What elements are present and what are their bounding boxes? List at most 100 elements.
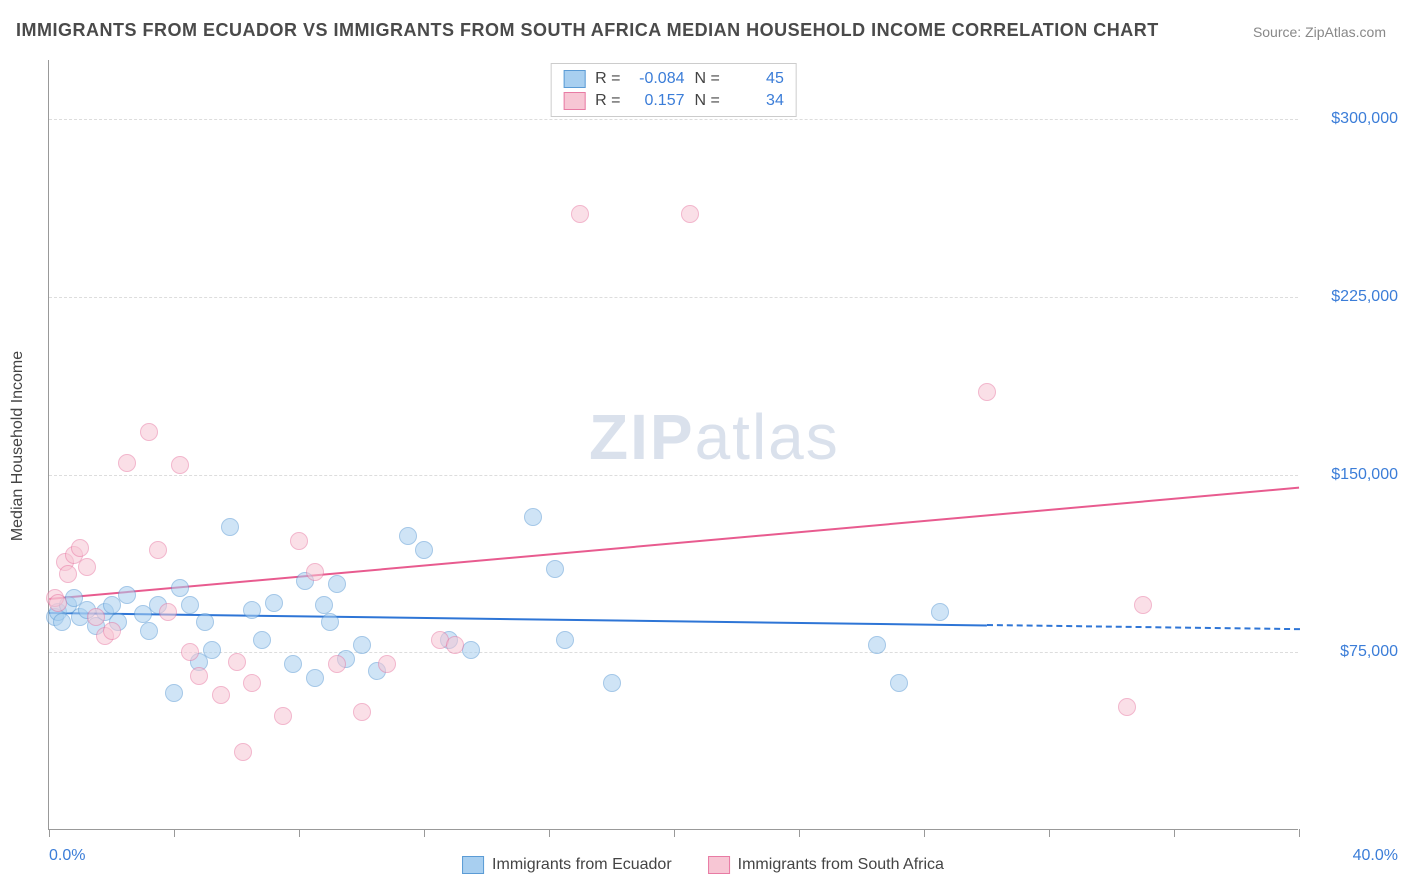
stat-row: R = 0.157 N = 34 — [563, 90, 784, 112]
data-point — [546, 560, 564, 578]
r-label: R = — [595, 92, 620, 110]
n-value-1: 34 — [730, 92, 784, 110]
watermark-atlas: atlas — [695, 401, 840, 473]
y-tick-label: $300,000 — [1308, 110, 1398, 128]
data-point — [868, 636, 886, 654]
data-point — [171, 579, 189, 597]
data-point — [181, 643, 199, 661]
x-tick — [424, 829, 425, 837]
data-point — [243, 601, 261, 619]
stat-row: R = -0.084 N = 45 — [563, 68, 784, 90]
data-point — [212, 686, 230, 704]
data-point — [328, 655, 346, 673]
x-tick — [299, 829, 300, 837]
n-value-0: 45 — [730, 70, 784, 88]
bottom-legend: Immigrants from Ecuador Immigrants from … — [462, 856, 944, 874]
data-point — [931, 603, 949, 621]
trend-line — [49, 612, 987, 626]
gridline — [49, 475, 1298, 476]
data-point — [53, 613, 71, 631]
y-tick-label: $225,000 — [1308, 288, 1398, 306]
data-point — [524, 508, 542, 526]
x-tick — [1174, 829, 1175, 837]
data-point — [353, 636, 371, 654]
x-tick — [49, 829, 50, 837]
data-point — [284, 655, 302, 673]
data-point — [978, 383, 996, 401]
x-axis-min-label: 0.0% — [49, 847, 85, 865]
data-point — [171, 456, 189, 474]
data-point — [181, 596, 199, 614]
data-point — [378, 655, 396, 673]
data-point — [1118, 698, 1136, 716]
watermark: ZIPatlas — [589, 400, 840, 474]
data-point — [290, 532, 308, 550]
data-point — [140, 622, 158, 640]
data-point — [462, 641, 480, 659]
gridline — [49, 297, 1298, 298]
r-value-1: 0.157 — [631, 92, 685, 110]
data-point — [118, 454, 136, 472]
data-point — [446, 636, 464, 654]
swatch-series-0 — [563, 70, 585, 88]
data-point — [306, 563, 324, 581]
x-tick — [1049, 829, 1050, 837]
data-point — [190, 667, 208, 685]
x-tick — [174, 829, 175, 837]
data-point — [415, 541, 433, 559]
x-tick — [799, 829, 800, 837]
data-point — [328, 575, 346, 593]
data-point — [165, 684, 183, 702]
data-point — [103, 622, 121, 640]
data-point — [149, 541, 167, 559]
data-point — [315, 596, 333, 614]
data-point — [265, 594, 283, 612]
y-axis-label: Median Household Income — [9, 351, 27, 541]
data-point — [1134, 596, 1152, 614]
data-point — [49, 594, 67, 612]
gridline — [49, 119, 1298, 120]
n-label: N = — [695, 92, 720, 110]
data-point — [140, 423, 158, 441]
data-point — [274, 707, 292, 725]
data-point — [321, 613, 339, 631]
y-tick-label: $75,000 — [1308, 643, 1398, 661]
swatch-series-1 — [708, 856, 730, 874]
data-point — [71, 539, 89, 557]
data-point — [78, 558, 96, 576]
data-point — [681, 205, 699, 223]
data-point — [556, 631, 574, 649]
data-point — [59, 565, 77, 583]
data-point — [603, 674, 621, 692]
x-tick — [924, 829, 925, 837]
plot-area: ZIPatlas R = -0.084 N = 45 R = 0.157 N =… — [48, 60, 1298, 830]
x-tick — [674, 829, 675, 837]
data-point — [234, 743, 252, 761]
x-axis-max-label: 40.0% — [1353, 847, 1398, 865]
data-point — [399, 527, 417, 545]
chart-title: IMMIGRANTS FROM ECUADOR VS IMMIGRANTS FR… — [16, 20, 1159, 41]
data-point — [159, 603, 177, 621]
data-point — [571, 205, 589, 223]
n-label: N = — [695, 70, 720, 88]
data-point — [253, 631, 271, 649]
data-point — [306, 669, 324, 687]
data-point — [196, 613, 214, 631]
data-point — [221, 518, 239, 536]
data-point — [118, 586, 136, 604]
r-label: R = — [595, 70, 620, 88]
y-tick-label: $150,000 — [1308, 466, 1398, 484]
trend-line — [49, 486, 1299, 599]
data-point — [353, 703, 371, 721]
data-point — [228, 653, 246, 671]
x-tick — [1299, 829, 1300, 837]
trend-line — [986, 624, 1299, 630]
legend-item-1: Immigrants from South Africa — [708, 856, 944, 874]
x-tick — [549, 829, 550, 837]
chart-container: IMMIGRANTS FROM ECUADOR VS IMMIGRANTS FR… — [0, 0, 1406, 892]
stat-legend: R = -0.084 N = 45 R = 0.157 N = 34 — [550, 63, 797, 117]
swatch-series-0 — [462, 856, 484, 874]
r-value-0: -0.084 — [631, 70, 685, 88]
watermark-zip: ZIP — [589, 401, 695, 473]
data-point — [87, 608, 105, 626]
